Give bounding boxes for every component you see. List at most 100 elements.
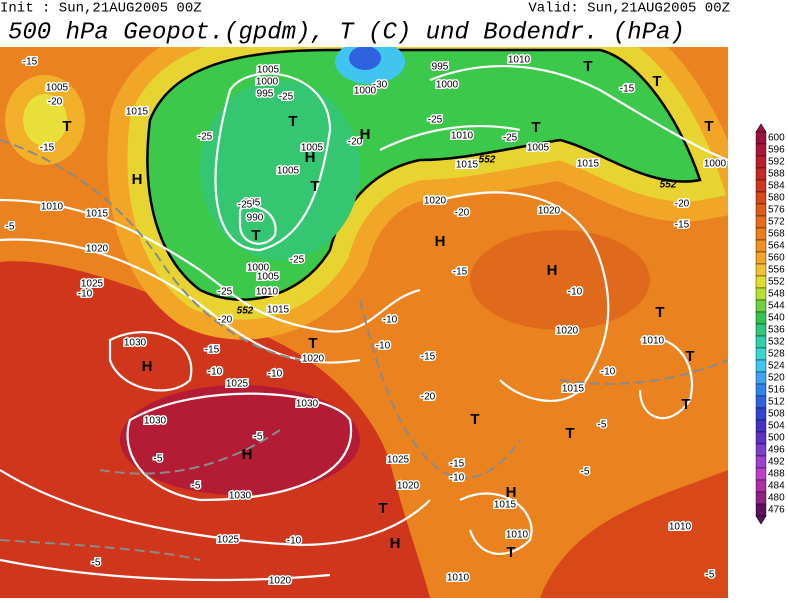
isotherm-label: -10 [208,367,223,378]
colorbar-swatch [755,395,767,409]
colorbar-label: 564 [768,241,785,252]
isotherm-label: -25 [290,255,305,266]
isotherm-label: -15 [40,143,55,154]
colorbar-swatch [755,335,767,349]
isotherm-label: -5 [706,570,715,581]
colorbar-swatch [755,359,767,373]
colorbar-swatch [755,479,767,493]
valid-time: Valid: Sun,21AUG2005 00Z [528,1,730,17]
colorbar-swatch [755,203,767,217]
isotherm-label: -10 [601,367,616,378]
isobar-label: 1025 [387,455,410,466]
isotherm-label: -20 [218,315,233,326]
isobar-label: 1010 [642,336,665,347]
colorbar-swatch [755,191,767,205]
colorbar-label: 500 [768,433,785,444]
colorbar-label: 540 [768,313,785,324]
pressure-center: H [305,149,316,166]
colorbar-swatch [755,455,767,469]
isobar-label: 995 [244,198,261,209]
header: Init : Sun,21AUG2005 00Z Valid: Sun,21AU… [0,1,730,47]
colorbar-label: 544 [768,301,785,312]
colorbar-swatch [755,287,767,301]
colorbar-swatch [755,143,767,157]
isotherm-label: -20 [348,137,363,148]
pressure-center: T [378,500,387,517]
colorbar-swatch [755,323,767,337]
isotherm-label: -25 [503,133,518,144]
isobar-label: 1005 [301,143,324,154]
isobar-label: 1020 [397,481,420,492]
colorbar-label: 596 [768,145,785,156]
colorbar-swatch [755,263,767,277]
isobar-label: 1000 [354,86,377,97]
isobar-label: 1005 [257,65,280,76]
colorbar-label: 560 [768,253,785,264]
isobar-label: 1000 [704,159,727,170]
isobars [0,64,728,582]
isobar-label: 1015 [456,160,479,171]
isobar-label: 1010 [447,573,470,584]
isobar-label: 1025 [81,279,104,290]
colorbar-label: 484 [768,481,785,492]
colorbar-swatch [755,131,767,145]
isotherm-label: -10 [450,473,465,484]
pressure-center: H [132,171,143,188]
isobar-label: 1015 [562,384,585,395]
isotherm-label: -10 [268,369,283,380]
map-labels: 1005 1015 1010 1015 1020 1025 1030 1030 1030 1030… [4,53,728,588]
colorbar-label: 516 [768,385,785,396]
colorbar-swatch [755,275,767,289]
isobar-label: 1020 [424,196,447,207]
isotherm-label: -5 [92,558,101,569]
contour-label: 552 [237,306,254,317]
isobar-label: 1010 [508,55,531,66]
isotherms [0,139,728,561]
isotherm-label: -5 [6,222,15,233]
pressure-center: T [565,425,574,442]
isotherm-label: -5 [581,467,590,478]
isobar-label: 1010 [669,522,692,533]
colorbar-label: 480 [768,493,785,504]
pressure-center: T [251,227,260,244]
colorbar-swatch [755,299,767,313]
isobar-label: 990 [247,213,264,224]
pressure-center: T [531,119,540,136]
colorbar-label: 584 [768,181,785,192]
colorbar-label: 548 [768,289,785,300]
isobar-label: 1005 [46,83,69,94]
isotherm-label: -20 [675,199,690,210]
isotherm-label: -15 [450,459,465,470]
colorbar-label: 556 [768,265,785,276]
colorbar-swatch [755,371,767,385]
colorbar-swatch [755,239,767,253]
colorbar-label: 600 [768,133,785,144]
isobar-label: 1020 [302,354,325,365]
isotherm-label: -25 [238,200,253,211]
isobar-label: 1015 [494,500,517,511]
isobar-label: 1005 [257,272,280,283]
isotherm-label: -5 [598,420,607,431]
colorbar-cap [755,515,767,525]
isobar-label: 1030 [296,399,319,410]
isotherm-label: -15 [453,267,468,278]
colorbar-label: 528 [768,349,785,360]
isotherm-label: -15 [205,345,220,356]
isotherm-label: -15 [421,352,436,363]
colorbar-label: 476 [768,505,785,516]
colorbar-label: 504 [768,421,785,432]
pressure-center: H [506,484,517,501]
isotherm-label: -5 [192,481,201,492]
isobar-label: 1020 [556,326,579,337]
colorbar-swatch [755,251,767,265]
warm-region [540,470,728,598]
isotherm-label: -20 [48,97,63,108]
colorbar-label: 576 [768,205,785,216]
colorbar-label: 492 [768,457,785,468]
isobar-label: 1030 [144,416,167,427]
isobar-label: 1020 [86,244,109,255]
colorbar: 6005965925885845805765725685645605565525… [755,123,785,525]
isotherm-label: -20 [421,392,436,403]
isobar-label: 1010 [41,202,64,213]
